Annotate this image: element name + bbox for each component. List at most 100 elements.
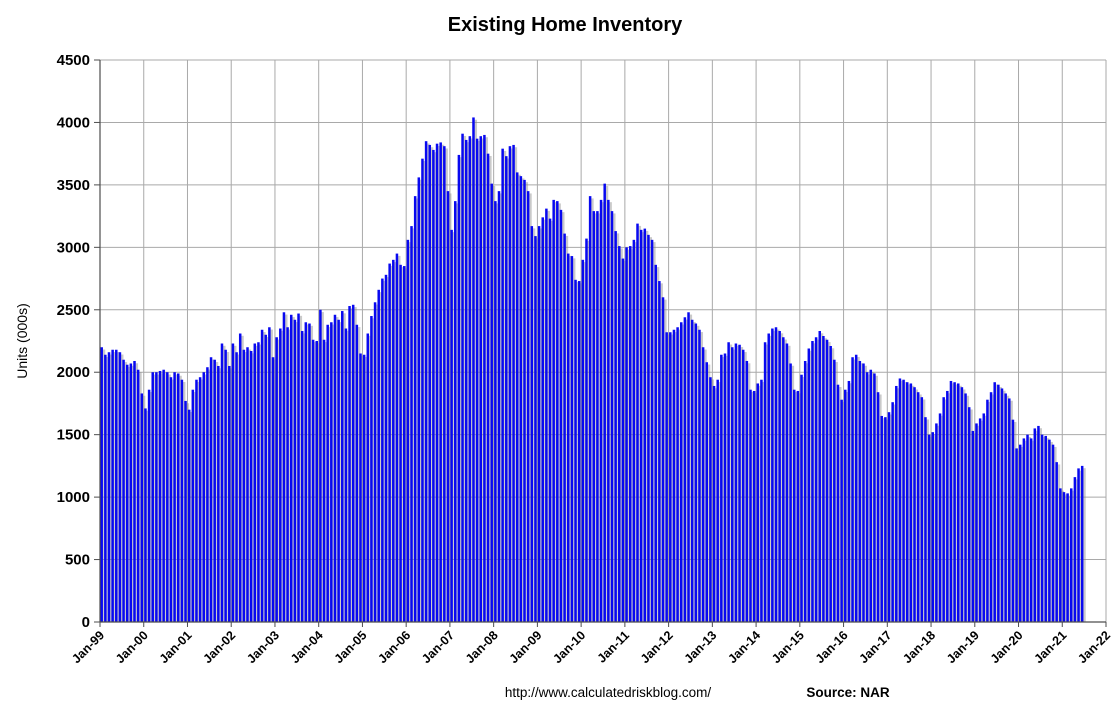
bar [428, 144, 431, 622]
bar [176, 373, 180, 622]
bar-shadow [463, 135, 467, 623]
bar-shadow [481, 138, 485, 622]
bar-shadow [376, 304, 379, 622]
bar [840, 399, 843, 622]
bar-shadow [237, 354, 241, 622]
bar-shadow [489, 155, 492, 622]
bar [1073, 477, 1077, 622]
bar-shadow [157, 374, 160, 622]
bar-shadow [416, 198, 419, 622]
bar [851, 357, 854, 622]
bar [333, 314, 337, 622]
bar-shadow [325, 342, 328, 622]
bar-shadow [1057, 464, 1061, 622]
bar-shadow [675, 332, 678, 622]
bar [413, 196, 417, 622]
bar-shadow [128, 367, 131, 622]
bar-shadow [740, 347, 744, 622]
bar [253, 343, 257, 622]
bar-shadow [521, 178, 525, 623]
bar-shadow [1035, 430, 1039, 622]
bar [1026, 434, 1029, 622]
x-tick-label: Jan-20 [988, 628, 1026, 666]
bar-shadow [798, 393, 802, 622]
bar-shadow [1021, 446, 1024, 622]
bar-shadow [627, 249, 631, 622]
bar [946, 390, 949, 622]
bar-shadow [500, 193, 503, 622]
x-tick-label: Jan-99 [69, 628, 107, 666]
bar [129, 363, 133, 622]
bar [1044, 435, 1047, 622]
bar [537, 226, 541, 622]
bar-shadow [594, 213, 598, 622]
bar [1008, 398, 1011, 622]
bar [898, 378, 902, 622]
bar [209, 357, 213, 622]
bar [592, 211, 596, 623]
bar-shadow [773, 330, 776, 622]
bar [723, 353, 727, 622]
bar-shadow [780, 333, 784, 622]
bar-shadow [507, 158, 510, 622]
bar [720, 354, 723, 622]
bar-shadow [172, 379, 175, 622]
bar-shadow [722, 357, 725, 622]
bar-shadow [930, 436, 933, 622]
bar-shadow [153, 374, 157, 622]
bar [632, 239, 636, 622]
bar-shadow [182, 382, 186, 622]
bar-shadow [478, 140, 481, 623]
bar [472, 117, 475, 623]
bar [825, 339, 829, 622]
footer-source: Source: NAR [806, 685, 890, 700]
bar [337, 319, 340, 622]
bar-shadow [580, 283, 583, 622]
bar-shadow [631, 248, 634, 622]
bar [158, 370, 162, 622]
bar-shadow [270, 329, 273, 622]
bar [570, 256, 574, 622]
bar [588, 196, 592, 622]
bar-shadow [653, 242, 656, 622]
bar [147, 389, 151, 622]
bar [187, 409, 191, 622]
bar [213, 359, 216, 622]
bar [166, 372, 169, 622]
bar [1000, 388, 1004, 622]
bar-shadow [572, 258, 576, 622]
bar [752, 390, 756, 622]
bar [362, 354, 366, 622]
bar-shadow [201, 379, 204, 622]
bar-shadow [1028, 436, 1032, 622]
bar-shadow [678, 329, 682, 622]
bar [512, 144, 515, 622]
bar [497, 191, 501, 622]
bar-shadow [890, 414, 893, 622]
bar-shadow [492, 185, 496, 622]
bar [377, 289, 380, 622]
bar [559, 209, 563, 622]
bar [479, 136, 483, 622]
bar-shadow [707, 364, 711, 622]
bar [523, 179, 526, 623]
bar-shadow [445, 148, 448, 622]
bar [260, 329, 264, 622]
bar [935, 423, 938, 622]
bar [669, 332, 672, 622]
bar [628, 246, 632, 622]
bar-shadow [1068, 495, 1072, 622]
bar [782, 337, 785, 622]
bar-shadow [288, 329, 292, 622]
bar [151, 372, 154, 622]
bar [949, 380, 953, 622]
y-axis-title: Units (000s) [14, 303, 30, 378]
bar [876, 392, 880, 622]
bar [574, 279, 577, 622]
bar [767, 333, 770, 622]
x-tick-label: Jan-00 [113, 628, 151, 666]
bar [927, 434, 931, 622]
bar-shadows-layer [102, 119, 1086, 623]
bar [180, 379, 184, 622]
bar [191, 389, 195, 622]
